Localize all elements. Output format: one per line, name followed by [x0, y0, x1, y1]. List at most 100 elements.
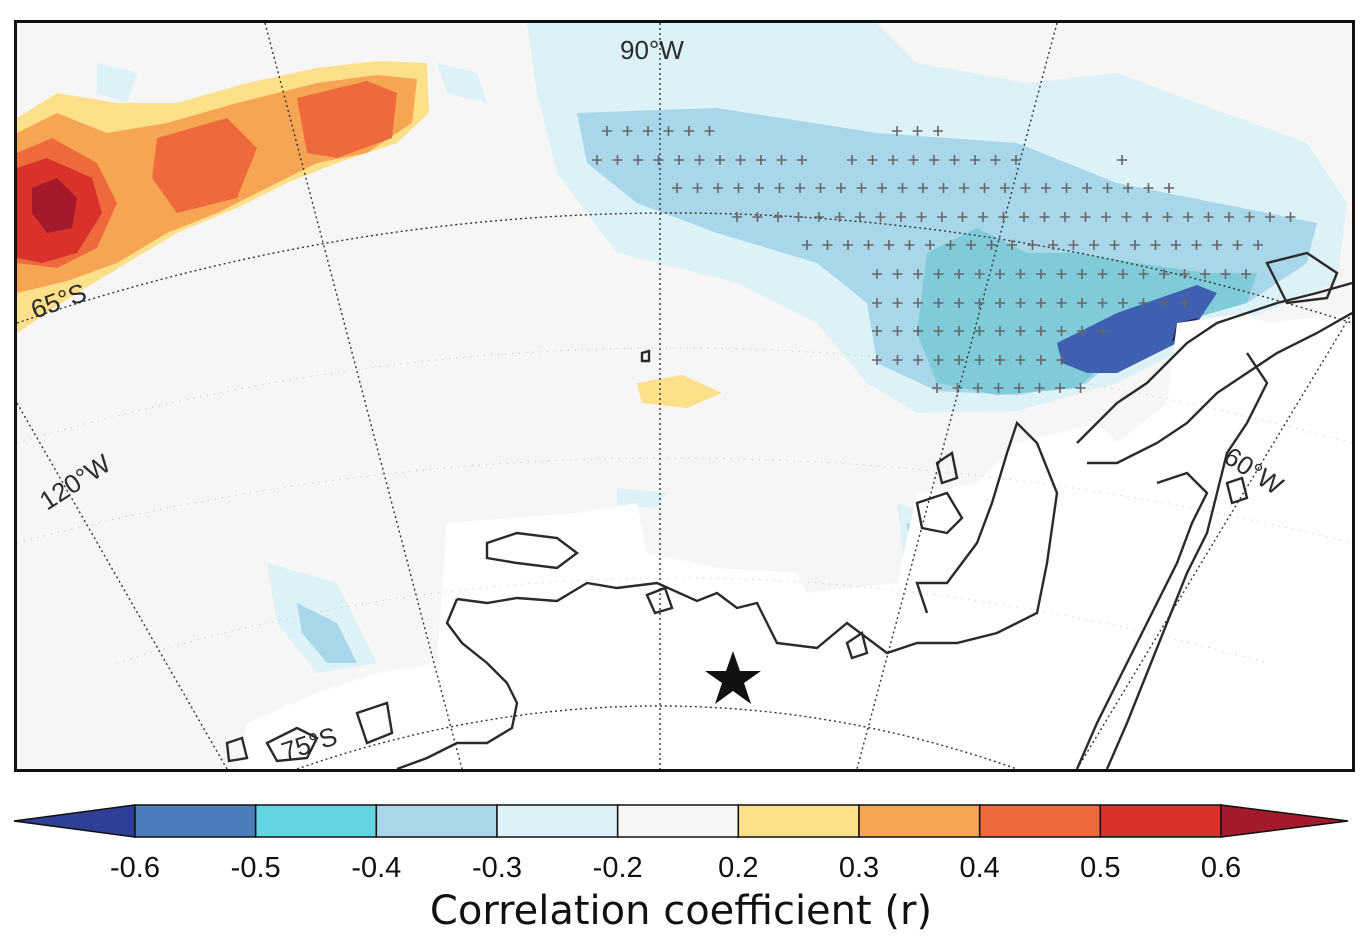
significance-cross — [822, 240, 833, 250]
significance-cross — [1118, 269, 1128, 279]
significance-cross — [713, 183, 723, 193]
significance-cross — [797, 155, 807, 165]
significance-cross — [715, 155, 725, 165]
significance-cross — [793, 212, 804, 222]
colorbar-segment — [134, 804, 257, 838]
significance-cross — [815, 183, 826, 193]
significance-cross — [756, 155, 766, 165]
significance-cross — [732, 212, 742, 222]
significance-cross — [1220, 269, 1231, 279]
significance-cross — [622, 126, 633, 136]
significance-cross — [847, 155, 857, 165]
significance-cross — [1077, 326, 1087, 336]
significance-cross — [1162, 212, 1173, 222]
significance-cross — [1015, 298, 1026, 308]
colorbar-tick-label: -0.3 — [472, 852, 522, 884]
significance-cross — [892, 355, 903, 365]
significance-cross — [998, 212, 1009, 222]
significance-cross — [834, 212, 845, 222]
significance-cross — [1150, 240, 1161, 250]
significance-cross — [872, 326, 882, 336]
significance-cross — [954, 269, 964, 279]
significance-cross — [1203, 212, 1214, 222]
significance-cross — [795, 183, 805, 193]
significance-cross — [843, 240, 853, 250]
significance-cross — [974, 298, 985, 308]
significance-cross — [863, 240, 874, 250]
significance-cross — [995, 269, 1005, 279]
significance-cross — [1056, 355, 1067, 365]
significance-cross — [1036, 298, 1046, 308]
significance-cross — [1109, 240, 1120, 250]
colorbar-extend-high — [1220, 804, 1349, 838]
colorbar-tick-label: -0.4 — [351, 852, 401, 884]
significance-cross — [735, 155, 746, 165]
significance-cross — [1000, 183, 1010, 193]
significance-cross — [904, 240, 915, 250]
significance-cross — [1068, 240, 1079, 250]
significance-cross — [1015, 326, 1026, 336]
significance-cross — [1041, 183, 1051, 193]
significance-cross — [995, 326, 1005, 336]
star-icon — [705, 651, 761, 704]
significance-cross — [973, 383, 983, 393]
significance-cross — [1200, 269, 1210, 279]
significance-cross — [1097, 298, 1108, 308]
significance-cross — [954, 326, 964, 336]
significance-cross — [872, 298, 882, 308]
significance-cross — [912, 126, 923, 136]
colorbar-tick-label: 0.5 — [1080, 852, 1120, 884]
significance-cross — [913, 298, 923, 308]
significance-cross — [1015, 355, 1026, 365]
significance-cross — [1224, 212, 1234, 222]
significance-cross — [1097, 326, 1108, 336]
significance-cross — [602, 126, 612, 136]
significance-cross — [908, 155, 919, 165]
colorbar-title: Correlation coefficient (r) — [429, 888, 933, 934]
significance-cross — [995, 355, 1005, 365]
significance-cross — [937, 212, 947, 222]
colorbar: -0.6 -0.5 -0.4 -0.3 -0.2 0.2 0.3 0.4 0.5 0.6 — [13, 804, 1349, 884]
map-panel: 90°W 120°W 60°W 65°S 75°S — [14, 20, 1355, 772]
significance-cross — [674, 155, 684, 165]
significance-cross — [1164, 183, 1174, 193]
significance-cross — [1036, 355, 1046, 365]
significance-cross — [1102, 183, 1113, 193]
significance-cross — [1056, 326, 1067, 336]
colorbar-tick-label: 0.3 — [839, 852, 879, 884]
colorbar-segment — [978, 804, 1102, 838]
colorbar-tick-label: -0.5 — [231, 852, 281, 884]
significance-cross — [1061, 183, 1072, 193]
significance-cross — [957, 212, 968, 222]
colorbar-segments — [13, 804, 1349, 838]
colorbar-tick-label: 0.2 — [718, 852, 758, 884]
significance-cross — [933, 269, 944, 279]
significance-cross — [1159, 298, 1169, 308]
significance-cross — [913, 269, 923, 279]
significance-cross — [1089, 240, 1099, 250]
significance-cross — [1159, 269, 1169, 279]
significance-cross — [754, 183, 764, 193]
significance-cross — [1179, 298, 1190, 308]
significance-cross — [949, 155, 960, 165]
significance-cross — [1036, 326, 1046, 336]
significance-cross — [974, 355, 985, 365]
significance-cross — [774, 183, 785, 193]
significance-cross — [974, 326, 985, 336]
significance-cross — [856, 183, 867, 193]
colorbar-segment — [254, 804, 378, 838]
significance-cross — [1060, 212, 1070, 222]
colorbar-tick-label: -0.6 — [110, 852, 160, 884]
colorbar-segment — [375, 804, 498, 838]
significance-cross — [1020, 183, 1031, 193]
significance-cross — [802, 240, 812, 250]
significance-cross — [773, 212, 783, 222]
significance-cross — [916, 212, 927, 222]
significance-cross — [1075, 383, 1086, 393]
significance-cross — [872, 355, 882, 365]
significance-cross — [1183, 212, 1193, 222]
significance-cross — [1117, 155, 1127, 165]
significance-cross — [892, 298, 903, 308]
significance-cross — [966, 240, 976, 250]
significance-cross — [1118, 298, 1128, 308]
